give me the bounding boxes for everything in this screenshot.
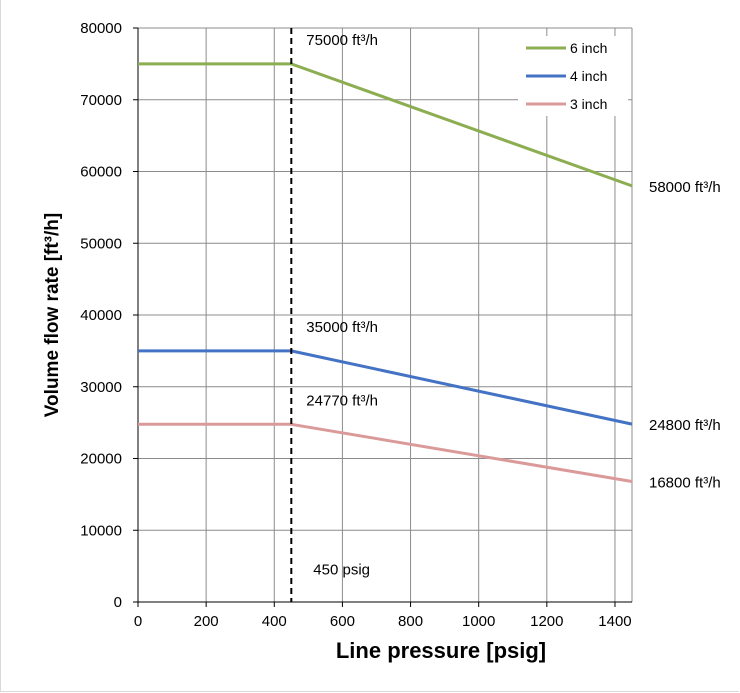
data-annotation: 24770 ft³/h xyxy=(306,392,378,409)
x-tick-label: 600 xyxy=(330,613,355,630)
data-annotation: 75000 ft³/h xyxy=(306,32,378,49)
x-tick-label: 800 xyxy=(398,613,423,630)
annotations: 75000 ft³/h 35000 ft³/h 24770 ft³/h 58000 f… xyxy=(306,32,720,492)
y-tick-label: 80000 xyxy=(80,20,122,37)
reference-line-label: 450 psig xyxy=(313,562,370,579)
y-tick-label: 70000 xyxy=(80,92,122,109)
axes: 0 200 400 600 800 1000 1200 1400 0 10000 20000 3000… xyxy=(80,20,632,630)
data-annotation: 58000 ft³/h xyxy=(649,179,721,196)
y-tick-label: 60000 xyxy=(80,164,122,181)
y-tick-label: 0 xyxy=(114,594,122,611)
y-tick-label: 30000 xyxy=(80,379,122,396)
legend-label: 3 inch xyxy=(570,96,607,112)
legend-label: 4 inch xyxy=(570,68,607,84)
x-tick-label: 400 xyxy=(262,613,287,630)
reference-line-group: 450 psig xyxy=(290,28,370,602)
y-tick-label: 10000 xyxy=(80,522,122,539)
legend-label: 6 inch xyxy=(570,40,607,56)
y-tick-label: 50000 xyxy=(80,235,122,252)
gridlines xyxy=(138,27,633,602)
x-tick-label: 1000 xyxy=(462,613,495,630)
y-axis-title: Volume flow rate [ft³/h] xyxy=(42,213,63,417)
data-annotation: 16800 ft³/h xyxy=(649,474,721,491)
x-tick-label: 200 xyxy=(194,613,219,630)
x-tick-label: 1200 xyxy=(530,613,563,630)
legend: 6 inch 4 inch 3 inch xyxy=(518,36,628,116)
series-line-3-inch xyxy=(138,422,633,483)
data-annotation: 24800 ft³/h xyxy=(649,417,721,434)
y-tick-label: 20000 xyxy=(80,451,122,468)
series-line-4-inch xyxy=(138,349,633,426)
x-axis-title: Line pressure [psig] xyxy=(336,638,546,663)
x-tick-label: 1400 xyxy=(598,613,631,630)
data-annotation: 35000 ft³/h xyxy=(306,319,378,336)
series-lines xyxy=(138,62,633,483)
x-tick-label: 0 xyxy=(134,613,142,630)
y-tick-label: 40000 xyxy=(80,307,122,324)
